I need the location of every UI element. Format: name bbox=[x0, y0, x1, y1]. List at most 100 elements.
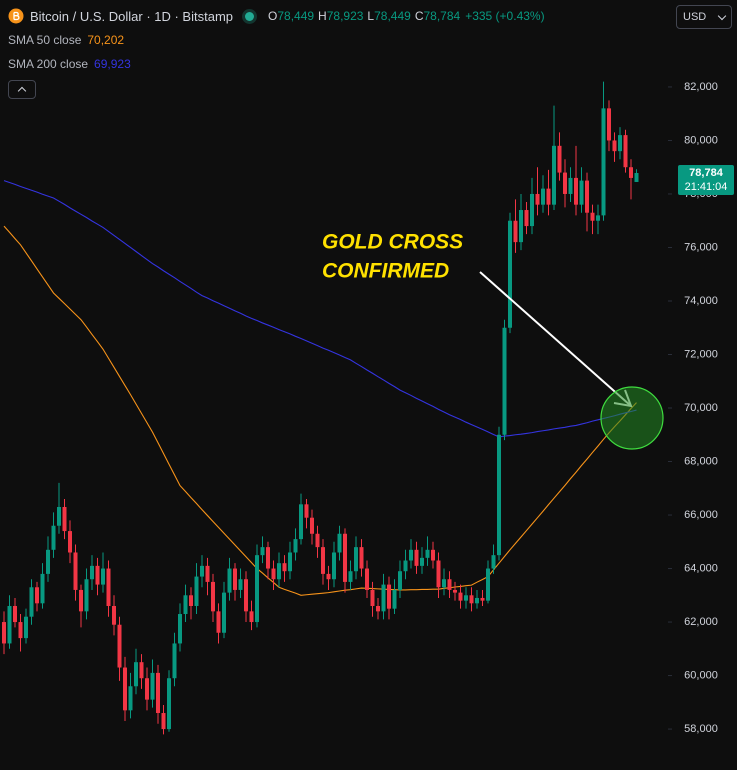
candle-body bbox=[134, 662, 138, 687]
y-tick-label: 64,000 bbox=[684, 562, 718, 574]
candle-body bbox=[266, 547, 270, 569]
y-tick-label: 68,000 bbox=[684, 455, 718, 467]
axis-layer bbox=[668, 86, 672, 730]
candle-body bbox=[392, 589, 397, 609]
sma-line bbox=[3, 225, 637, 596]
candle-body bbox=[458, 592, 463, 601]
candle-body bbox=[260, 547, 265, 556]
candle-body bbox=[590, 212, 595, 221]
sma-layer bbox=[3, 180, 637, 596]
candle-body bbox=[244, 579, 248, 612]
y-tick-label: 62,000 bbox=[684, 616, 718, 628]
y-tick-label: 66,000 bbox=[684, 509, 718, 521]
candle-body bbox=[359, 547, 364, 569]
candle-body bbox=[255, 555, 259, 623]
candle-body bbox=[546, 188, 551, 205]
candle-body bbox=[123, 667, 127, 711]
candle-body bbox=[46, 549, 50, 574]
sma-legend: SMA 200 close 69,923 bbox=[8, 57, 131, 71]
candle-body bbox=[579, 180, 584, 205]
candle-body bbox=[337, 533, 342, 553]
candle-body bbox=[618, 135, 622, 152]
candle-body bbox=[348, 571, 353, 582]
candle-body bbox=[238, 579, 243, 590]
ohlc-value: 78,784 bbox=[423, 9, 461, 23]
candle-body bbox=[112, 605, 116, 625]
candle-body bbox=[150, 672, 155, 700]
candle-body bbox=[271, 568, 276, 580]
candle-body bbox=[464, 595, 468, 601]
sma-legend: SMA 50 close 70,202 bbox=[8, 33, 124, 47]
highlight-circle bbox=[600, 386, 664, 450]
annotation-text: CONFIRMED bbox=[322, 260, 449, 283]
candle-body bbox=[376, 605, 380, 612]
ohlc-key: O bbox=[268, 9, 278, 23]
annotation-text: GOLD CROSS bbox=[322, 231, 463, 254]
candle-layer bbox=[2, 81, 639, 735]
candle-body bbox=[304, 504, 309, 518]
candle-body bbox=[24, 616, 28, 639]
candle-body bbox=[172, 643, 177, 679]
candle-body bbox=[7, 605, 12, 644]
candle-body bbox=[442, 579, 446, 588]
candle-body bbox=[200, 565, 204, 577]
candle-body bbox=[480, 597, 485, 601]
candle-body bbox=[277, 563, 281, 580]
candle-body bbox=[563, 172, 567, 194]
candle-body bbox=[293, 539, 298, 553]
candle-body bbox=[469, 595, 474, 604]
symbol-title: Bitcoin / U.S. Dollar · 1D · Bitstamp bbox=[30, 8, 233, 24]
sma-legend-name: SMA 200 close bbox=[8, 57, 89, 71]
candle-body bbox=[101, 568, 105, 585]
candle-body bbox=[156, 672, 160, 714]
candle-body bbox=[299, 504, 303, 540]
sma-legend-value: 70,202 bbox=[87, 33, 125, 47]
candle-body bbox=[398, 571, 402, 590]
candle-body bbox=[596, 215, 600, 221]
candle-body bbox=[365, 568, 369, 590]
candle-body bbox=[282, 563, 287, 572]
candle-body bbox=[145, 678, 149, 700]
candle-body bbox=[420, 557, 424, 566]
candle-body bbox=[139, 662, 144, 679]
y-tick-label: 80,000 bbox=[684, 134, 718, 146]
candle-body bbox=[431, 549, 435, 561]
candle-body bbox=[513, 220, 518, 243]
candle-body bbox=[403, 560, 408, 572]
candle-body bbox=[57, 507, 61, 526]
collapse-button[interactable] bbox=[8, 80, 36, 99]
y-tick-label: 60,000 bbox=[684, 669, 718, 681]
candle-body bbox=[612, 140, 617, 152]
candle-body bbox=[2, 622, 6, 644]
candle-body bbox=[530, 193, 534, 227]
candle-body bbox=[541, 188, 545, 205]
candle-body bbox=[535, 193, 540, 205]
candle-body bbox=[178, 614, 182, 644]
sma-legend-name: SMA 50 close bbox=[8, 33, 82, 47]
candle-body bbox=[205, 565, 210, 582]
candle-body bbox=[414, 549, 419, 566]
currency-button[interactable]: USD bbox=[676, 5, 732, 29]
ohlc-value: 78,449 bbox=[277, 9, 315, 23]
candle-body bbox=[189, 595, 193, 606]
bitcoin-icon bbox=[8, 8, 24, 24]
y-tick-label: 72,000 bbox=[684, 348, 718, 360]
candle-body bbox=[79, 589, 83, 612]
candle-body bbox=[409, 549, 413, 561]
candle-body bbox=[585, 180, 589, 213]
currency-label: USD bbox=[683, 11, 707, 23]
last-price-box bbox=[678, 164, 734, 195]
candle-body bbox=[629, 167, 633, 178]
candle-body bbox=[40, 573, 45, 604]
ohlc-value: 78,449 bbox=[374, 9, 411, 23]
candle-body bbox=[315, 533, 320, 548]
candle-body bbox=[436, 560, 441, 588]
candle-body bbox=[568, 177, 573, 194]
candle-body bbox=[447, 579, 452, 590]
candle-body bbox=[601, 108, 606, 216]
candle-body bbox=[557, 145, 562, 173]
candle-body bbox=[167, 678, 171, 730]
candle-body bbox=[233, 568, 237, 590]
sma-line bbox=[3, 180, 637, 438]
candle-body bbox=[425, 549, 430, 558]
